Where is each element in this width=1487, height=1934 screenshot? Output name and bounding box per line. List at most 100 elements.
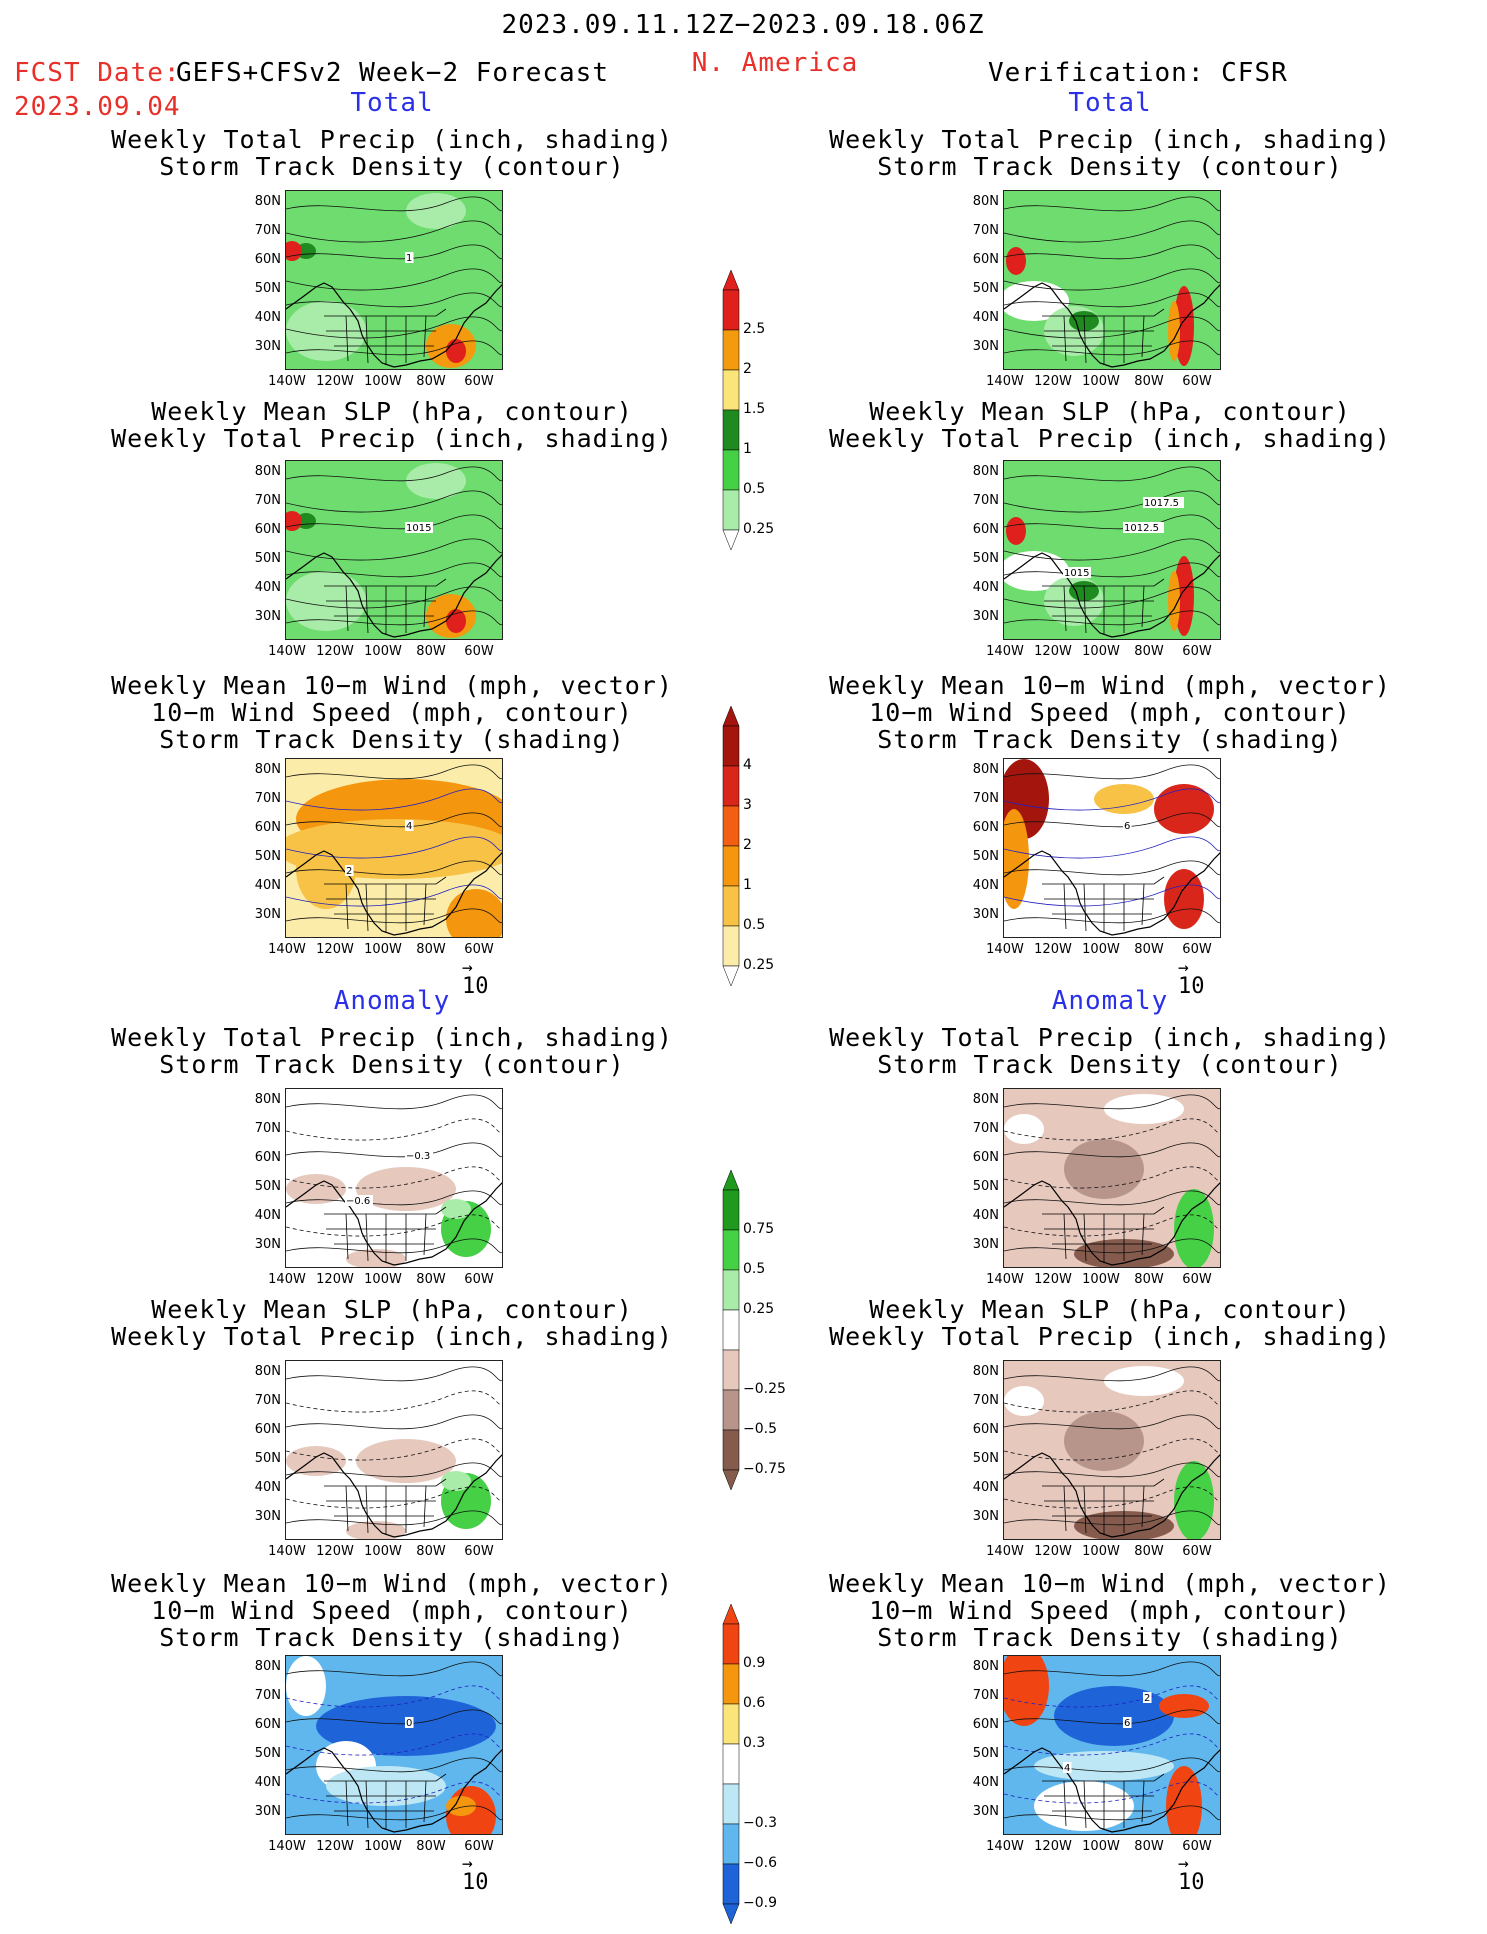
obs-map-3-field: 6 bbox=[1004, 759, 1220, 937]
fcst-map-1-lat-tick: 50N bbox=[254, 281, 281, 296]
obs-panel-3-title-line-3: Storm Track Density (shading) bbox=[877, 725, 1343, 754]
colorbar-precip-anom-label: 0.25 bbox=[743, 1301, 775, 1317]
obs-panel-2-title-line-2: Weekly Total Precip (inch, shading) bbox=[829, 424, 1391, 453]
fcst-map-3-lat-tick: 70N bbox=[254, 791, 281, 806]
fcst-map-3-lat-tick: 80N bbox=[254, 762, 281, 777]
fcst-map-3-lat-tick: 50N bbox=[254, 849, 281, 864]
fcst-map-6-contour-label: 0 bbox=[406, 1718, 412, 1729]
obs-panel-1-title-line-1: Weekly Total Precip (inch, shading) bbox=[829, 125, 1391, 154]
fcst-map-5-lon-tick: 60W bbox=[464, 1544, 494, 1559]
fcst-map-1-lat-tick: 70N bbox=[254, 223, 281, 238]
colorbar-precip-anom bbox=[722, 1170, 740, 1491]
obs-map-panel-6: 6 4 2 bbox=[1003, 1655, 1221, 1835]
colorbar-track-total-label: 2 bbox=[743, 837, 752, 853]
fcst-map-1-lon-tick: 140W bbox=[268, 374, 306, 389]
obs-panel-2-title-line-1: Weekly Mean SLP (hPa, contour) bbox=[869, 397, 1351, 426]
obs-map-4-lon-tick: 80W bbox=[1134, 1272, 1164, 1287]
vector-reference-value: 10 bbox=[1178, 1870, 1205, 1895]
fcst-map-1-lat-tick: 40N bbox=[254, 310, 281, 325]
fcst-map-5-lat-tick: 30N bbox=[254, 1509, 281, 1524]
fcst-map-5-lon-tick: 100W bbox=[364, 1544, 402, 1559]
fcst-panel-5-title-line-1: Weekly Mean SLP (hPa, contour) bbox=[151, 1295, 633, 1324]
obs-map-3-lat-tick: 30N bbox=[972, 907, 999, 922]
obs-map-3-lon-tick: 140W bbox=[986, 942, 1024, 957]
obs-map-5-field bbox=[1004, 1361, 1220, 1539]
obs-map-6-lat-tick: 50N bbox=[972, 1746, 999, 1761]
fcst-map-1-lat-tick: 30N bbox=[254, 339, 281, 354]
fcst-map-3-lat-tick: 30N bbox=[254, 907, 281, 922]
obs-map-6-lon-tick: 100W bbox=[1082, 1839, 1120, 1854]
obs-map-6-field: 6 4 2 bbox=[1004, 1656, 1220, 1834]
obs-panel-4-title-line-1: Weekly Total Precip (inch, shading) bbox=[829, 1023, 1391, 1052]
obs-map-2-contour-label: 1017.5 bbox=[1144, 498, 1179, 509]
colorbar-track-anom-label: −0.9 bbox=[743, 1895, 777, 1911]
obs-map-1-lon-tick: 100W bbox=[1082, 374, 1120, 389]
fcst-map-1-contour-label: 1 bbox=[406, 253, 412, 264]
fcst-panel-4-title-line-2: Storm Track Density (contour) bbox=[159, 1050, 625, 1079]
obs-map-2-lon-tick: 120W bbox=[1034, 644, 1072, 659]
obs-panel-5-title-line-2: Weekly Total Precip (inch, shading) bbox=[829, 1322, 1391, 1351]
fcst-date-label: FCST Date: bbox=[14, 58, 181, 88]
obs-panel-1-title-line-2: Storm Track Density (contour) bbox=[877, 152, 1343, 181]
fcst-map-3-field: 42 bbox=[286, 759, 502, 937]
colorbar-precip-total bbox=[722, 270, 740, 551]
obs-map-5-lat-tick: 80N bbox=[972, 1364, 999, 1379]
obs-map-1-lat-tick: 40N bbox=[972, 310, 999, 325]
obs-map-1-lat-tick: 80N bbox=[972, 194, 999, 209]
obs-map-5-lon-tick: 80W bbox=[1134, 1544, 1164, 1559]
fcst-map-1-lon-tick: 120W bbox=[316, 374, 354, 389]
obs-map-4-lat-tick: 30N bbox=[972, 1237, 999, 1252]
fcst-map-6-field: 0 bbox=[286, 1656, 502, 1834]
fcst-map-5-field bbox=[286, 1361, 502, 1539]
fcst-panel-1-title-line-2: Storm Track Density (contour) bbox=[159, 152, 625, 181]
obs-map-3-lat-tick: 70N bbox=[972, 791, 999, 806]
fcst-map-6-lon-tick: 60W bbox=[464, 1839, 494, 1854]
obs-map-1-lon-tick: 60W bbox=[1182, 374, 1212, 389]
obs-map-3-lon-tick: 80W bbox=[1134, 942, 1164, 957]
obs-map-2-lon-tick: 100W bbox=[1082, 644, 1120, 659]
fcst-map-5-lon-tick: 120W bbox=[316, 1544, 354, 1559]
obs-map-1-lat-tick: 30N bbox=[972, 339, 999, 354]
colorbar-precip-total-label: 2.5 bbox=[743, 321, 766, 337]
vector-reference-value: 10 bbox=[462, 974, 489, 999]
fcst-map-4-lon-tick: 140W bbox=[268, 1272, 306, 1287]
fcst-map-1-lon-tick: 80W bbox=[416, 374, 446, 389]
fcst-map-2-lon-tick: 60W bbox=[464, 644, 494, 659]
vector-reference-3: → 10 bbox=[1178, 957, 1205, 1000]
obs-map-panel-3: 6 bbox=[1003, 758, 1221, 938]
fcst-map-1-lon-tick: 100W bbox=[364, 374, 402, 389]
obs-panel-3-title-line-2: 10−m Wind Speed (mph, contour) bbox=[869, 698, 1351, 727]
obs-map-6-lat-tick: 80N bbox=[972, 1659, 999, 1674]
fcst-map-4-field: −0.3 −0.6 bbox=[286, 1089, 502, 1267]
fcst-map-2-lon-tick: 140W bbox=[268, 644, 306, 659]
fcst-total-section-label: Total bbox=[350, 88, 434, 118]
fcst-map-4-lon-tick: 80W bbox=[416, 1272, 446, 1287]
colorbar-precip-total-label: 1.5 bbox=[743, 401, 766, 417]
fcst-map-6-lat-tick: 50N bbox=[254, 1746, 281, 1761]
fcst-panel-6-title-line-3: Storm Track Density (shading) bbox=[159, 1623, 625, 1652]
obs-map-3-lat-tick: 80N bbox=[972, 762, 999, 777]
obs-panel-3-title-line-1: Weekly Mean 10−m Wind (mph, vector) bbox=[829, 671, 1391, 700]
obs-map-1-lat-tick: 60N bbox=[972, 252, 999, 267]
vector-reference-value: 10 bbox=[1178, 974, 1205, 999]
fcst-map-panel-5 bbox=[285, 1360, 503, 1540]
fcst-map-5-lat-tick: 60N bbox=[254, 1422, 281, 1437]
fcst-map-3-lon-tick: 60W bbox=[464, 942, 494, 957]
fcst-map-panel-2: 1015 bbox=[285, 460, 503, 640]
obs-map-1-lat-tick: 50N bbox=[972, 281, 999, 296]
obs-map-6-contour-label: 6 bbox=[1124, 1718, 1130, 1729]
fcst-map-1-field: 1 bbox=[286, 191, 502, 369]
fcst-map-6-lat-tick: 70N bbox=[254, 1688, 281, 1703]
obs-map-1-lat-tick: 70N bbox=[972, 223, 999, 238]
colorbar-precip-anom-label: 0.75 bbox=[743, 1221, 775, 1237]
obs-map-1-lon-tick: 80W bbox=[1134, 374, 1164, 389]
colorbar-precip-anom-label: −0.25 bbox=[743, 1381, 786, 1397]
fcst-map-5-lat-tick: 40N bbox=[254, 1480, 281, 1495]
obs-total-section-label: Total bbox=[1068, 88, 1152, 118]
obs-map-4-lat-tick: 80N bbox=[972, 1092, 999, 1107]
fcst-map-6-lat-tick: 80N bbox=[254, 1659, 281, 1674]
obs-map-5-lon-tick: 100W bbox=[1082, 1544, 1120, 1559]
fcst-map-6-lon-tick: 120W bbox=[316, 1839, 354, 1854]
fcst-map-2-lon-tick: 100W bbox=[364, 644, 402, 659]
